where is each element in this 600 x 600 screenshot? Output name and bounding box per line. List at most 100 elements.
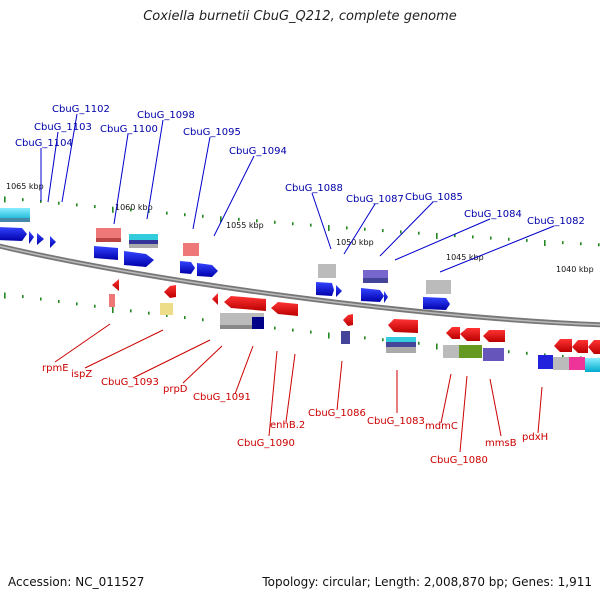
tick-mark: [436, 343, 438, 350]
scale-label: 1055 kbp: [226, 221, 264, 230]
tick-mark: [184, 213, 186, 217]
gene-label[interactable]: CbuG_1088: [285, 183, 343, 194]
tick-mark: [364, 336, 366, 340]
tick-mark: [436, 232, 438, 239]
tick-mark: [310, 330, 312, 334]
gene-arrow: [164, 285, 176, 298]
tick-mark: [94, 205, 96, 209]
feature-block: [160, 303, 173, 315]
reverse-features: [109, 294, 600, 372]
feature-block: [363, 270, 388, 278]
tick-mark: [274, 220, 276, 224]
tick-mark: [202, 318, 204, 322]
gene-label[interactable]: ispZ: [71, 369, 92, 380]
tick-marks: [4, 196, 600, 361]
tick-mark: [238, 217, 240, 221]
gene-label[interactable]: CbuG_1084: [464, 209, 522, 220]
tick-mark: [364, 227, 366, 231]
tick-mark: [328, 332, 330, 339]
gene-label[interactable]: CbuG_1087: [346, 194, 404, 205]
tick-mark: [382, 338, 384, 342]
gene-arrow: [384, 291, 388, 303]
gene-label[interactable]: rpmE: [42, 363, 69, 374]
tick-mark: [292, 222, 294, 226]
gene-label[interactable]: CbuG_1086: [308, 408, 366, 419]
tick-mark: [526, 238, 528, 242]
scale-label: 1060 kbp: [115, 203, 153, 212]
tick-mark: [112, 206, 114, 213]
tick-mark: [76, 203, 78, 207]
tick-mark: [148, 311, 150, 315]
gene-label[interactable]: CbuG_1083: [367, 416, 425, 427]
tick-mark: [346, 226, 348, 230]
gene-label[interactable]: CbuG_1095: [183, 127, 241, 138]
feature-block: [426, 280, 451, 294]
gene-label[interactable]: CbuG_1091: [193, 392, 251, 403]
tick-mark: [130, 309, 132, 313]
tick-mark: [508, 237, 510, 241]
scale-label: 1040 kbp: [556, 265, 594, 274]
tick-mark: [4, 196, 6, 203]
tick-mark: [22, 198, 24, 202]
forward-gene-arrows: [0, 227, 450, 310]
gene-label[interactable]: CbuG_1094: [229, 146, 287, 157]
feature-block: [183, 243, 199, 256]
tick-mark: [58, 201, 60, 205]
tick-mark: [418, 341, 420, 345]
gene-label[interactable]: mdmC: [425, 421, 458, 432]
gene-label[interactable]: enhB.2: [270, 420, 305, 431]
reverse-leader-lines: [54, 323, 543, 453]
tick-mark: [112, 307, 114, 314]
tick-mark: [418, 231, 420, 235]
tick-mark: [400, 230, 402, 234]
tick-mark: [310, 223, 312, 227]
tick-mark: [58, 299, 60, 303]
gene-label[interactable]: CbuG_1103: [34, 122, 92, 133]
gene-arrow: [224, 296, 266, 311]
tick-mark: [472, 235, 474, 239]
gene-label[interactable]: CbuG_1082: [527, 216, 585, 227]
gene-arrow: [343, 314, 353, 326]
forward-leader-lines: [40, 113, 555, 273]
gene-label[interactable]: CbuG_1100: [100, 124, 158, 135]
gene-arrow: [316, 282, 334, 296]
gene-label[interactable]: CbuG_1093: [101, 377, 159, 388]
gene-arrow: [554, 339, 572, 352]
tick-mark: [508, 350, 510, 354]
scale-label: 1065 kbp: [6, 182, 44, 191]
tick-mark: [544, 240, 546, 247]
tick-mark: [166, 313, 168, 317]
gene-arrow: [388, 319, 418, 333]
tick-mark: [184, 316, 186, 320]
gene-arrow: [94, 246, 118, 260]
gene-arrow: [180, 261, 195, 274]
tick-mark: [202, 214, 204, 218]
forward-features: [0, 208, 451, 294]
gene-label[interactable]: CbuG_1098: [137, 110, 195, 121]
gene-label[interactable]: CbuG_1085: [405, 192, 463, 203]
gene-label[interactable]: CbuG_1104: [15, 138, 73, 149]
tick-mark: [94, 304, 96, 308]
tick-mark: [148, 210, 150, 214]
gene-label[interactable]: CbuG_1090: [237, 438, 295, 449]
gene-arrow: [483, 330, 505, 342]
gene-arrow: [271, 302, 298, 316]
scale-label: 1050 kbp: [336, 238, 374, 247]
gene-arrow: [446, 327, 460, 339]
gene-arrow: [124, 251, 154, 267]
feature-block: [318, 264, 336, 278]
gene-arrow: [588, 340, 600, 354]
gene-label[interactable]: mmsB: [485, 438, 517, 449]
gene-arrow: [460, 328, 480, 341]
gene-arrow: [37, 233, 44, 245]
scale-labels: 1065 kbp 1060 kbp 1055 kbp 1050 kbp 1045…: [6, 182, 594, 274]
gene-label[interactable]: prpD: [163, 384, 188, 395]
gene-label[interactable]: pdxH: [522, 432, 548, 443]
tick-mark: [382, 229, 384, 233]
feature-block: [129, 234, 158, 240]
tick-mark: [76, 302, 78, 306]
gene-label[interactable]: CbuG_1102: [52, 104, 110, 115]
tick-mark: [166, 211, 168, 215]
gene-label[interactable]: CbuG_1080: [430, 455, 488, 466]
